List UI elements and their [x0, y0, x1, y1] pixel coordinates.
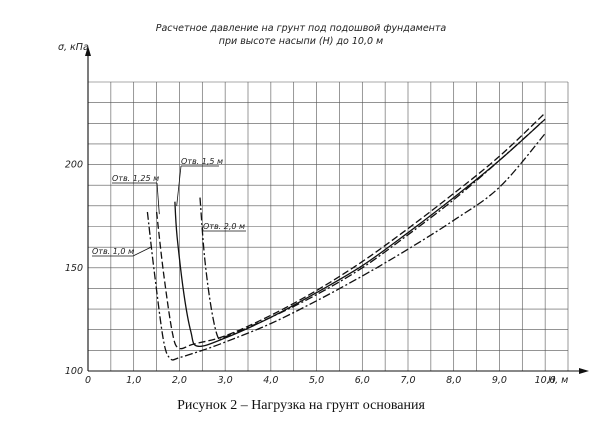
x-tick-label: 3,0 [218, 375, 233, 386]
x-tick-label: 6,0 [355, 375, 370, 386]
x-tick-label: 1,0 [126, 375, 141, 386]
series-line-1 [146, 133, 546, 361]
chart-title-line: Расчетное давление на грунт под подошвой… [156, 23, 447, 34]
series-line-2 [155, 112, 546, 350]
x-tick-label: 2,0 [172, 375, 187, 386]
y-axis-label: σ, кПа [58, 42, 89, 53]
figure-caption: Рисунок 2 – Нагрузка на грунт основания [177, 398, 425, 413]
y-axis-arrow [85, 46, 91, 56]
x-tick-label: 4,0 [263, 375, 278, 386]
annotation-leader [176, 165, 182, 206]
series-lines [146, 112, 546, 361]
y-tick-label: 100 [65, 366, 83, 377]
annotation-label: Отв. 1,5 м [181, 157, 223, 166]
series-line-4 [199, 118, 546, 342]
labels: 0 1,0 2,0 3,0 4,0 5,0 6,0 7,0 8,0 9,0 10,0 100 150 20… [58, 23, 568, 386]
x-tick-label: 0 [85, 375, 91, 386]
axes [85, 46, 589, 374]
annotation-label: Отв. 1,25 м [112, 174, 159, 183]
x-axis-arrow [579, 368, 589, 374]
x-tick-label: 8,0 [446, 375, 461, 386]
x-tick-label: 7,0 [400, 375, 415, 386]
series-line-3 [174, 118, 546, 348]
x-tick-label: 9,0 [492, 375, 507, 386]
annotation-leader [201, 226, 204, 232]
annotation-label: Отв. 1,0 м [92, 247, 134, 256]
annotation-leader [156, 182, 160, 215]
y-tick-label: 150 [65, 263, 83, 274]
x-tick-label: 10,0 [535, 375, 556, 386]
x-axis-label: H, м [548, 375, 568, 386]
annotation-label: Отв. 2,0 м [203, 222, 245, 231]
pressure-chart: 0 1,0 2,0 3,0 4,0 5,0 6,0 7,0 8,0 9,0 10,0 100 150 20… [58, 23, 589, 386]
chart-title-line: при высоте насыпи (H) до 10,0 м [219, 36, 383, 47]
x-tick-label: 5,0 [309, 375, 324, 386]
annotation-leader [132, 246, 152, 257]
grid [88, 81, 569, 371]
y-tick-label: 200 [65, 160, 83, 171]
